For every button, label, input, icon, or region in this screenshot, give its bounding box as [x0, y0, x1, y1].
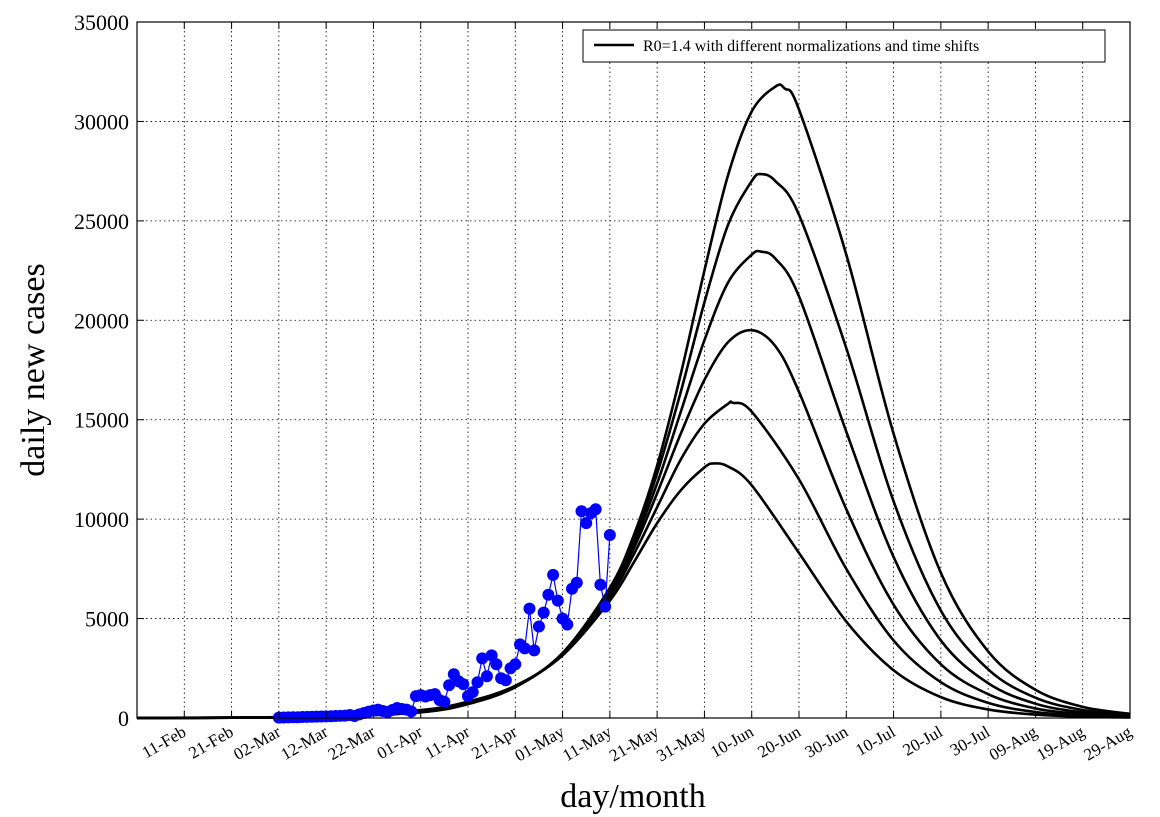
x-tick-label: 31-May	[653, 722, 710, 766]
plot-area-frame	[136, 21, 1131, 719]
data-point	[580, 517, 593, 530]
ticks: 0 5000 10000 15000 20000 25000 30000 35000 11-Fe…	[74, 10, 1135, 765]
data-point	[466, 686, 479, 699]
x-tick-label: 21-Apr	[468, 722, 520, 763]
model-curve-6	[136, 83, 1131, 720]
legend: R0=1.4 with different normalizations and…	[582, 29, 1106, 63]
data-point	[603, 529, 616, 542]
data-point	[561, 618, 574, 631]
y-tick-label: 20000	[74, 308, 129, 333]
observed-data-series	[272, 503, 616, 724]
legend-box	[582, 29, 1106, 63]
y-tick-label: 25000	[74, 209, 129, 234]
model-curve-3	[136, 328, 1131, 720]
data-point	[547, 568, 560, 581]
model-curve-4	[136, 249, 1131, 720]
data-point	[528, 644, 541, 657]
model-curve-5	[136, 172, 1131, 720]
x-tick-label: 10-Jul	[852, 722, 899, 760]
y-tick-label: 15000	[74, 408, 129, 433]
y-tick-label: 30000	[74, 109, 129, 134]
x-tick-label: 11-May	[559, 722, 615, 765]
data-point	[405, 705, 418, 718]
data-point	[599, 600, 612, 613]
x-tick-label: 29-Aug	[1081, 722, 1136, 765]
x-tick-label: 01-May	[511, 722, 568, 766]
data-point	[537, 606, 550, 619]
x-tick-label: 30-Jun	[802, 722, 852, 762]
model-curve-2	[136, 400, 1131, 720]
x-tick-label: 10-Jun	[707, 722, 757, 762]
data-point	[532, 620, 545, 633]
x-tick-label: 09-Aug	[986, 722, 1041, 765]
x-tick-label: 21-Feb	[185, 722, 236, 763]
x-tick-label: 20-Jul	[900, 722, 947, 760]
series-layer	[136, 83, 1131, 724]
data-point	[476, 652, 489, 665]
x-tick-label: 01-Apr	[374, 722, 426, 763]
data-point	[485, 649, 498, 662]
x-tick-label: 11-Feb	[139, 722, 190, 762]
data-point	[443, 679, 456, 692]
data-point	[438, 695, 451, 708]
y-tick-label: 0	[118, 706, 129, 731]
data-point	[551, 594, 564, 607]
x-tick-label: 22-Mar	[325, 722, 379, 764]
y-axis-title: daily new cases	[15, 263, 52, 476]
data-point	[471, 676, 484, 689]
data-point	[542, 588, 555, 601]
y-tick-label: 10000	[74, 507, 129, 532]
grid	[137, 22, 1130, 718]
data-point	[457, 678, 470, 691]
data-point	[499, 674, 512, 687]
data-point	[523, 602, 536, 615]
data-point	[589, 503, 602, 516]
data-point	[509, 658, 522, 671]
data-point	[594, 578, 607, 591]
data-point	[518, 642, 531, 655]
x-axis-title: day/month	[560, 778, 705, 815]
x-tick-label: 30-Jul	[947, 722, 994, 760]
y-tick-label: 5000	[85, 607, 129, 632]
data-point	[570, 576, 583, 589]
legend-label: R0=1.4 with different normalizations and…	[643, 38, 979, 55]
x-tick-label: 19-Aug	[1033, 722, 1088, 765]
x-tick-label: 21-May	[606, 722, 663, 766]
y-tick-label: 35000	[74, 10, 129, 35]
x-tick-label: 02-Mar	[230, 722, 284, 764]
data-point	[490, 658, 503, 671]
x-tick-label: 12-Mar	[277, 722, 331, 764]
data-point	[575, 505, 588, 518]
x-tick-label: 11-Apr	[422, 722, 474, 763]
x-tick-label: 20-Jun	[754, 722, 804, 762]
data-point	[480, 670, 493, 683]
